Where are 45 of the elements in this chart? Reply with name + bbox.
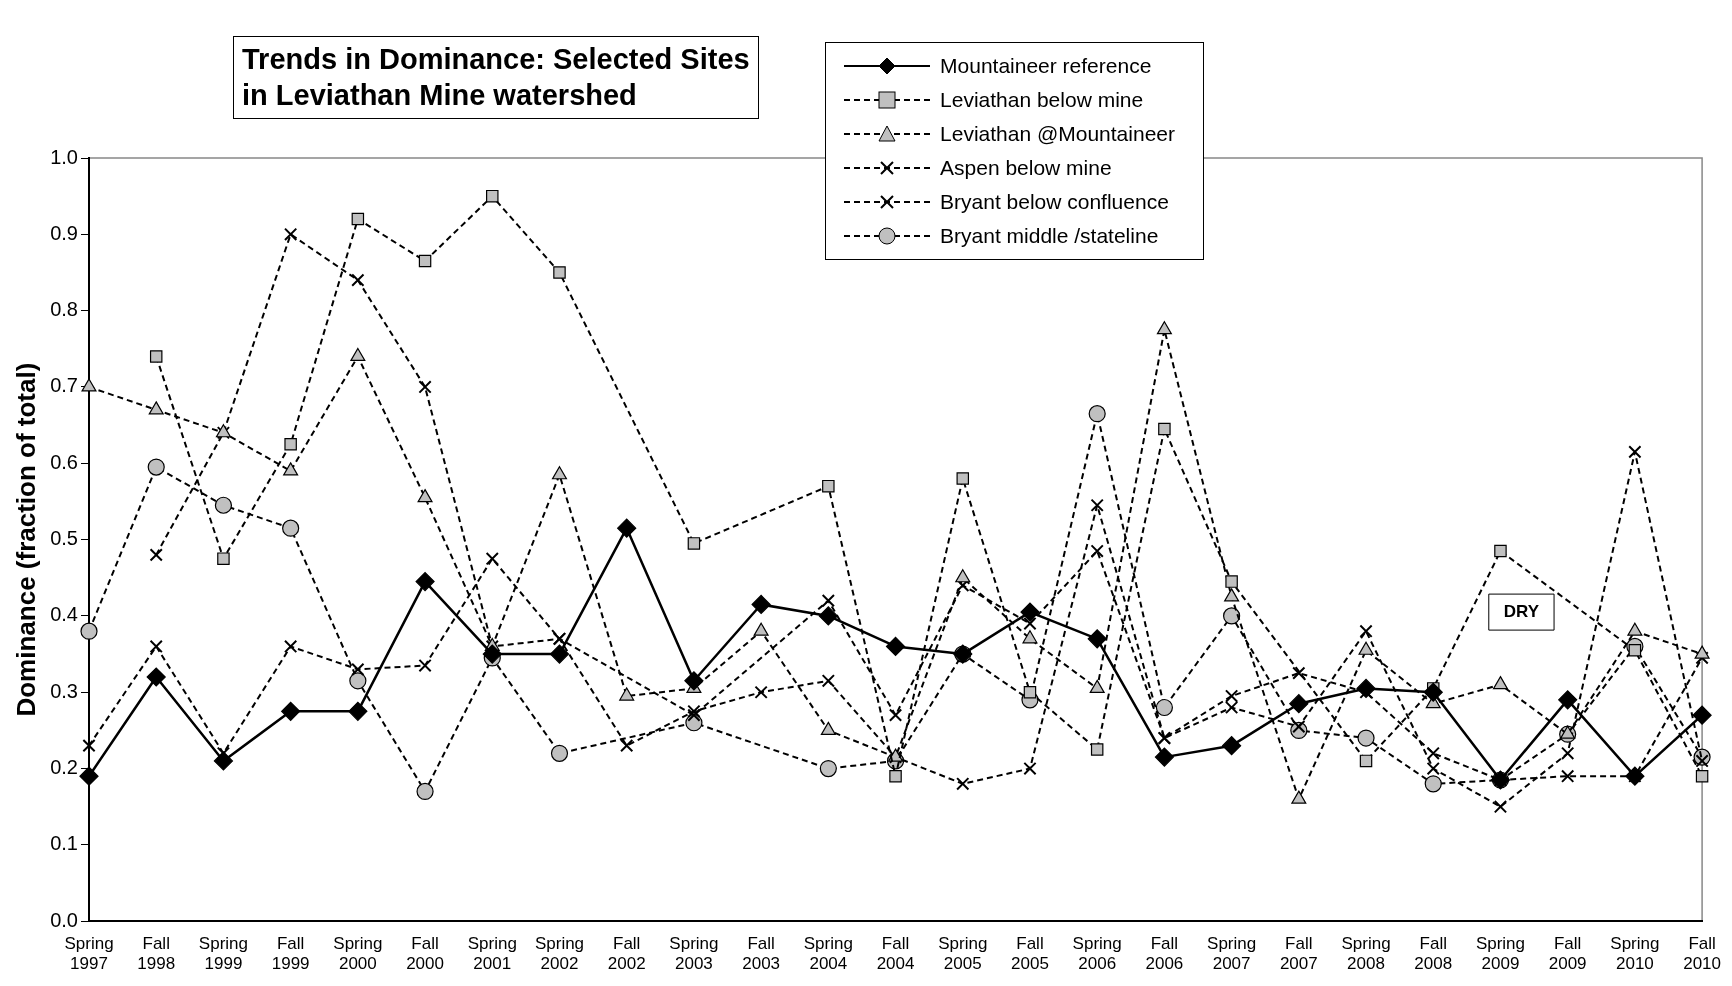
y-tick-label: 0.5 <box>50 527 78 550</box>
x-tick-label: Fall 2000 <box>406 934 444 974</box>
x-tick-label: Fall 2009 <box>1548 934 1587 974</box>
chart-title: Trends in Dominance: Selected Sites in Leviathan Mine watershed <box>233 36 759 119</box>
x-tick-label: Spring 1997 <box>64 934 114 974</box>
y-tick-label: 0.2 <box>50 756 78 779</box>
legend-label: Bryant below confluence <box>940 190 1169 214</box>
legend-label: Mountaineer reference <box>940 54 1152 78</box>
x-tick-label: Spring 2004 <box>803 934 853 974</box>
x-tick-label: Fall 2003 <box>742 934 781 974</box>
y-tick-label: 0.0 <box>50 908 78 931</box>
y-tick-label: 0.7 <box>50 374 78 397</box>
x-tick-label: Fall 1998 <box>137 934 176 974</box>
x-tick-label: Spring 2000 <box>333 934 383 974</box>
x-tick-label: Spring 1999 <box>198 934 248 974</box>
x-tick-label: Fall 2005 <box>1011 934 1049 974</box>
x-tick-label: Spring 2002 <box>534 934 585 974</box>
y-tick-label: 0.6 <box>50 450 78 473</box>
x-tick-label: Spring 2005 <box>938 934 988 974</box>
y-axis-title: Dominance (fraction of total) <box>10 362 41 717</box>
y-tick-label: 0.9 <box>50 221 78 244</box>
x-tick-label: Spring 2009 <box>1475 934 1526 974</box>
legend-label: Leviathan @Mountaineer <box>940 122 1175 146</box>
x-tick-label: Fall 1999 <box>271 934 310 974</box>
annotation: DRY <box>1503 601 1540 621</box>
x-tick-label: Spring 2007 <box>1207 934 1257 974</box>
legend-label: Bryant middle /stateline <box>940 224 1159 248</box>
legend-label: Leviathan below mine <box>940 88 1144 112</box>
x-tick-label: Spring 2001 <box>467 934 517 974</box>
y-tick-label: 1.0 <box>50 145 78 168</box>
x-tick-label: Fall 2002 <box>607 934 646 974</box>
x-tick-label: Spring 2010 <box>1610 934 1660 974</box>
y-tick-label: 0.1 <box>50 832 78 855</box>
y-tick-label: 0.4 <box>50 603 78 626</box>
x-tick-label: Spring 2008 <box>1341 934 1391 974</box>
x-tick-label: Fall 2006 <box>1145 934 1184 974</box>
x-tick-label: Fall 2008 <box>1414 934 1453 974</box>
x-tick-label: Spring 2006 <box>1072 934 1122 974</box>
y-tick-label: 0.8 <box>50 298 78 321</box>
x-tick-label: Fall 2004 <box>876 934 915 974</box>
legend-label: Aspen below mine <box>940 156 1112 180</box>
x-tick-label: Fall 2010 <box>1683 934 1721 974</box>
y-tick-label: 0.3 <box>50 679 78 702</box>
x-tick-label: Spring 2003 <box>669 934 719 974</box>
x-tick-label: Fall 2007 <box>1279 934 1318 974</box>
